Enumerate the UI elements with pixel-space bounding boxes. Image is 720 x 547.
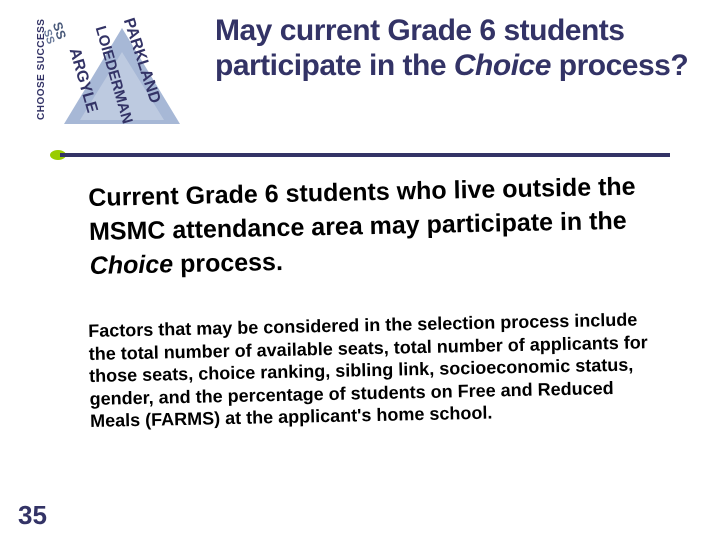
body1-italic: Choice [89,250,173,280]
slide-title: May current Grade 6 students participate… [215,14,695,83]
body1-text-2: process. [173,247,283,277]
body1-text-1: Current Grade 6 students who live outsid… [88,173,636,246]
title-italic: Choice [454,49,551,82]
title-text-2: process? [551,49,688,82]
logo: CHOOSE SUCCESS SS SS ARGYLE LOIEDERMAN P… [30,10,200,150]
body-paragraph-2: Factors that may be considered in the se… [88,308,655,432]
page-number: 35 [18,500,47,531]
divider-line [60,153,670,157]
divider [50,150,670,164]
body-paragraph-1: Current Grade 6 students who live outsid… [88,170,670,283]
